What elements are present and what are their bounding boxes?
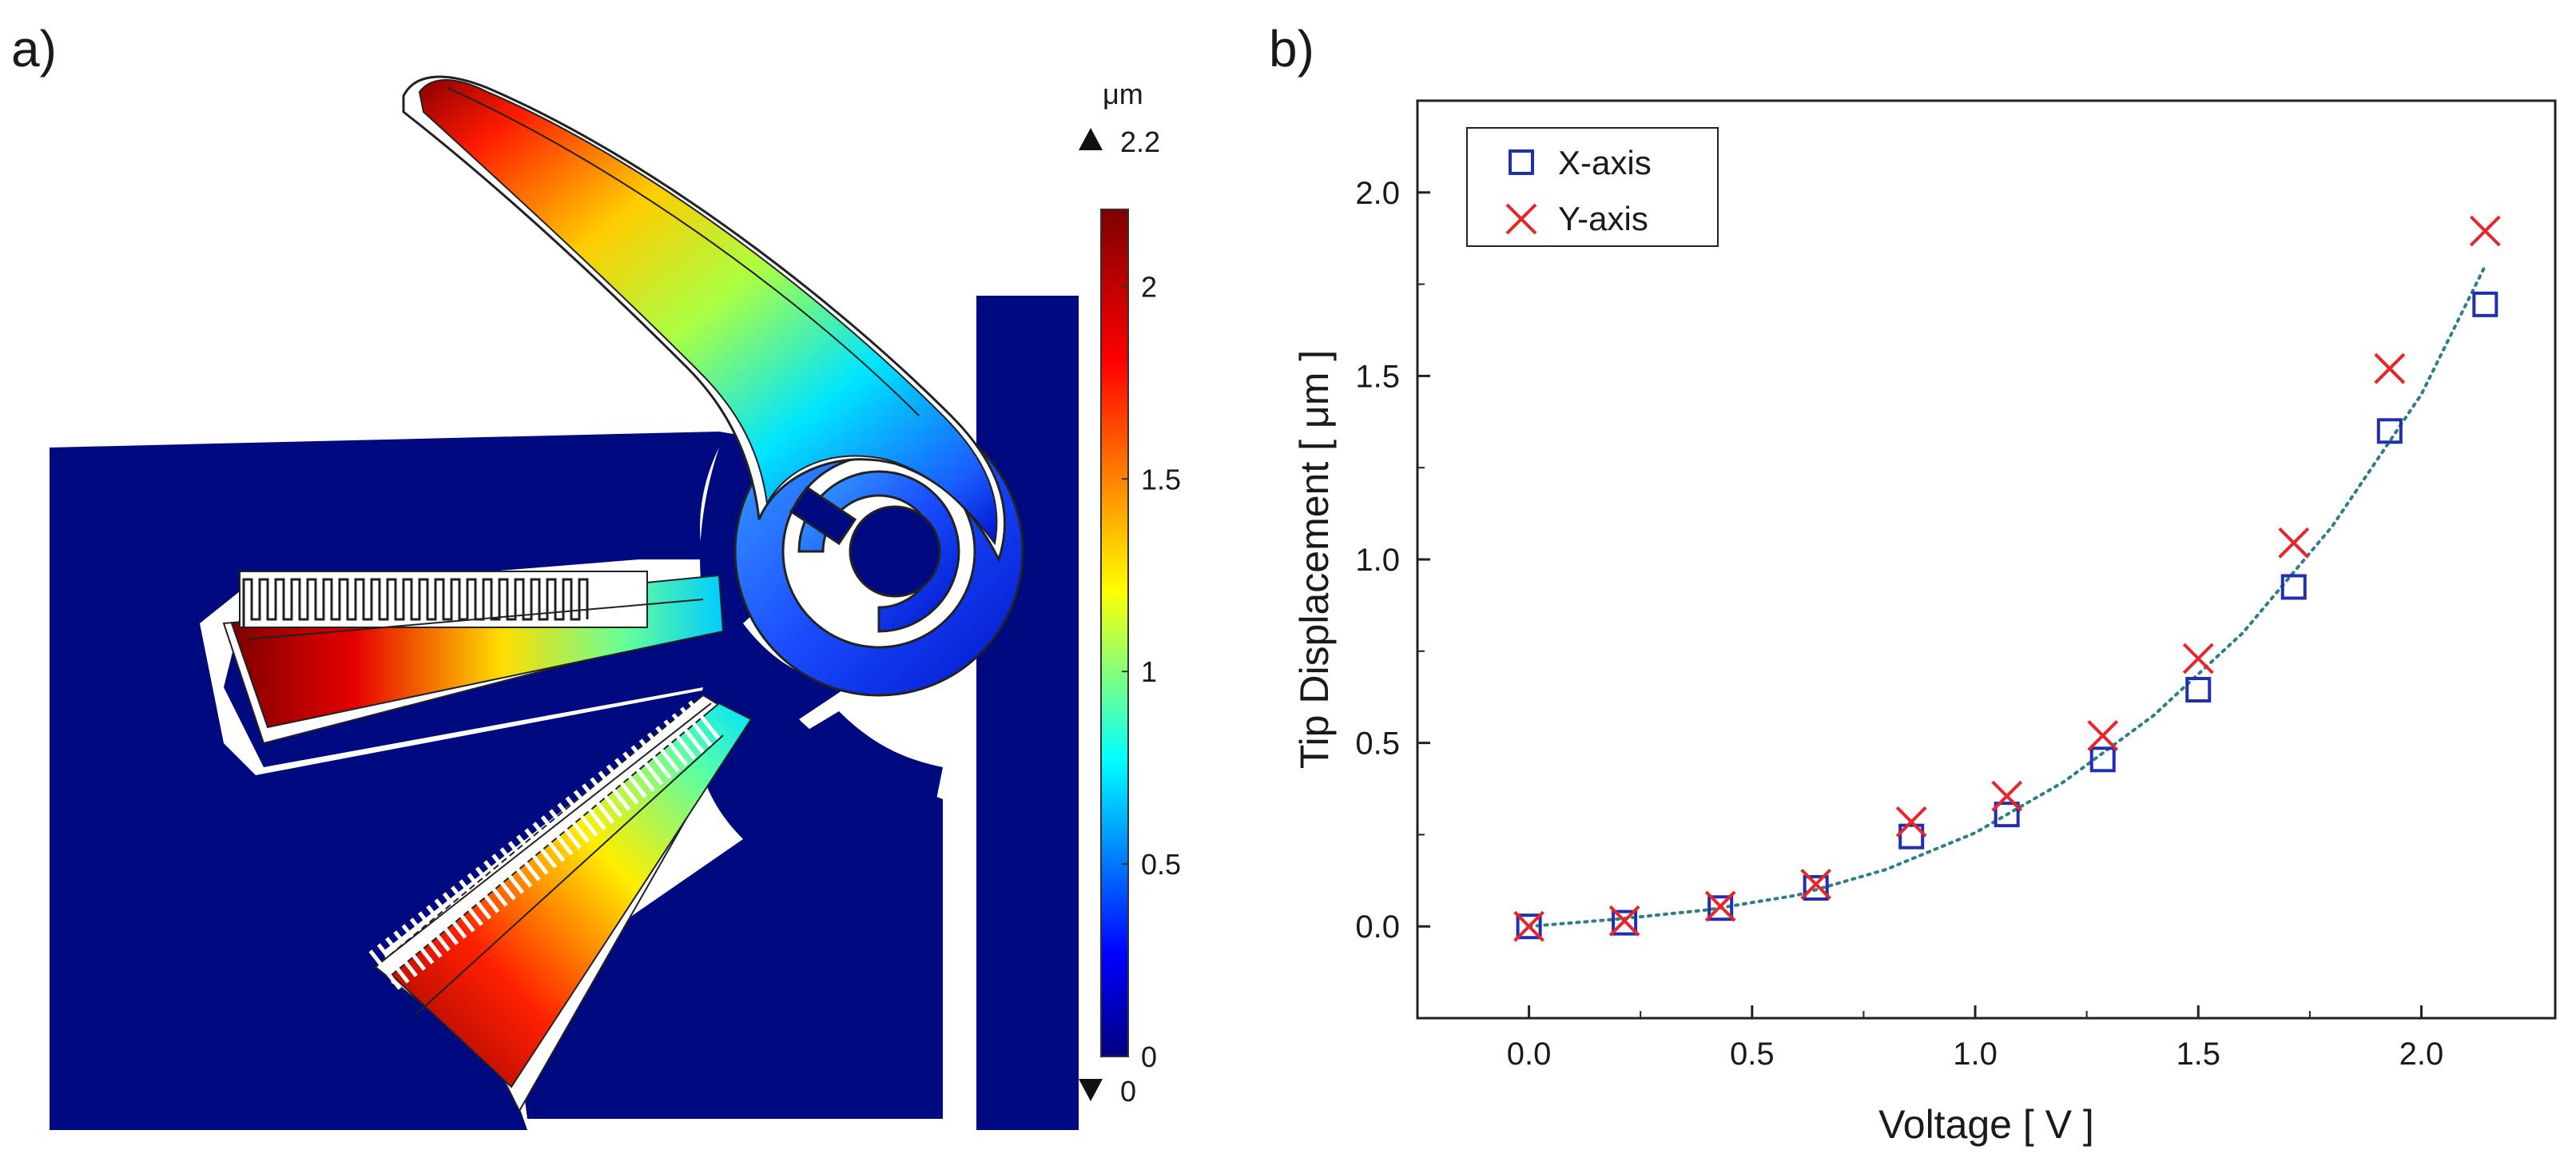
series-layer: [1513, 215, 2501, 942]
cantilever-beam: [402, 75, 1006, 563]
colorbar-tick-label: 1.5: [1141, 463, 1181, 495]
x-axis-data-point: [1803, 874, 1829, 901]
y-axis-title: Tip Displacement [ μm ]: [1292, 350, 1337, 769]
y-axis-data-point: [1991, 780, 2023, 812]
lower-comb-arm: [368, 696, 753, 1088]
x-tick-label: 1.0: [1953, 1037, 1998, 1072]
legend-label-y-axis: Y-axis: [1558, 200, 1648, 237]
x-axis-data-point: [2376, 418, 2403, 444]
legend-box: [1466, 127, 1719, 247]
y-axis-data-point: [2182, 643, 2214, 675]
x-axis-data-point: [2089, 746, 2116, 773]
tip-displacement-chart: 0.0 0.5 1.0 1.5 2.0 0.0 0.5 1.0 1.5 2.0 Voltage …: [1292, 99, 2557, 1147]
colorbar-gradient: [1100, 209, 1129, 1057]
y-axis-data-point: [1513, 910, 1545, 942]
max-triangle-icon: [1079, 128, 1103, 150]
x-tick-label: 2.0: [2399, 1037, 2444, 1072]
plot-frame: [1416, 99, 2557, 1020]
legend-square-marker: [1509, 149, 1534, 175]
x-tick-label: 0.5: [1730, 1037, 1775, 1072]
x-axis-ticks: 0.0 0.5 1.0 1.5 2.0: [1507, 1005, 2443, 1072]
colorbar-unit: μm: [1103, 78, 1143, 110]
y-axis-data-point: [1608, 905, 1640, 937]
y-axis-data-point: [2278, 527, 2310, 559]
colorbar-tick-label: 0: [1141, 1041, 1157, 1073]
x-axis-title: Voltage [ V ]: [1878, 1102, 2094, 1147]
x-axis-data-point: [1994, 802, 2020, 828]
legend: X-axis Y-axis: [1466, 127, 1719, 247]
y-axis-data-point: [1704, 890, 1736, 922]
panel-b-label: b): [1269, 20, 1314, 78]
y-tick-label: 0.5: [1355, 726, 1400, 762]
colorbar-min: 0: [1120, 1075, 1136, 1108]
colorbar-ticks: 2 1.5 1 0.5 0: [1122, 270, 1181, 1073]
colorbar: μm 2.2 0 2 1.5 1 0.5 0: [1079, 78, 1181, 1108]
y-tick-label: 0.0: [1355, 909, 1400, 945]
x-axis-data-point: [1707, 895, 1734, 921]
y-axis-data-point: [2374, 352, 2406, 384]
y-tick-label: 2.0: [1355, 176, 1400, 211]
colorbar-tick-label: 2: [1141, 270, 1157, 303]
legend-label-x-axis: X-axis: [1558, 144, 1652, 181]
y-tick-label: 1.0: [1355, 543, 1400, 578]
x-axis-data-point: [1612, 909, 1638, 936]
x-axis-data-point: [2185, 677, 2212, 703]
y-tick-label: 1.5: [1355, 359, 1400, 394]
y-axis-data-point: [2469, 215, 2501, 247]
y-axis-data-point: [2087, 720, 2119, 751]
x-axis-data-point: [2280, 574, 2307, 600]
x-axis-data-point: [2472, 291, 2498, 317]
colorbar-max: 2.2: [1120, 125, 1160, 158]
x-axis-data-point: [1516, 913, 1542, 940]
panel-a-label: a): [11, 20, 57, 78]
legend-x-marker: [1505, 203, 1537, 235]
colorbar-tick-label: 1: [1141, 655, 1157, 688]
colorbar-tick-label: 0.5: [1141, 848, 1181, 881]
y-axis-data-point: [1800, 868, 1832, 900]
x-tick-label: 1.5: [2176, 1037, 2220, 1072]
y-axis-data-point: [1895, 806, 1927, 838]
x-tick-label: 0.0: [1507, 1037, 1552, 1072]
fem-displacement-figure: μm 2.2 0 2 1.5 1 0.5 0: [50, 75, 1181, 1130]
upper-comb-arm: [230, 571, 725, 729]
min-triangle-icon: [1079, 1079, 1103, 1101]
x-axis-data-point: [1898, 823, 1925, 850]
y-axis-ticks: 0.0 0.5 1.0 1.5 2.0: [1355, 176, 1430, 945]
